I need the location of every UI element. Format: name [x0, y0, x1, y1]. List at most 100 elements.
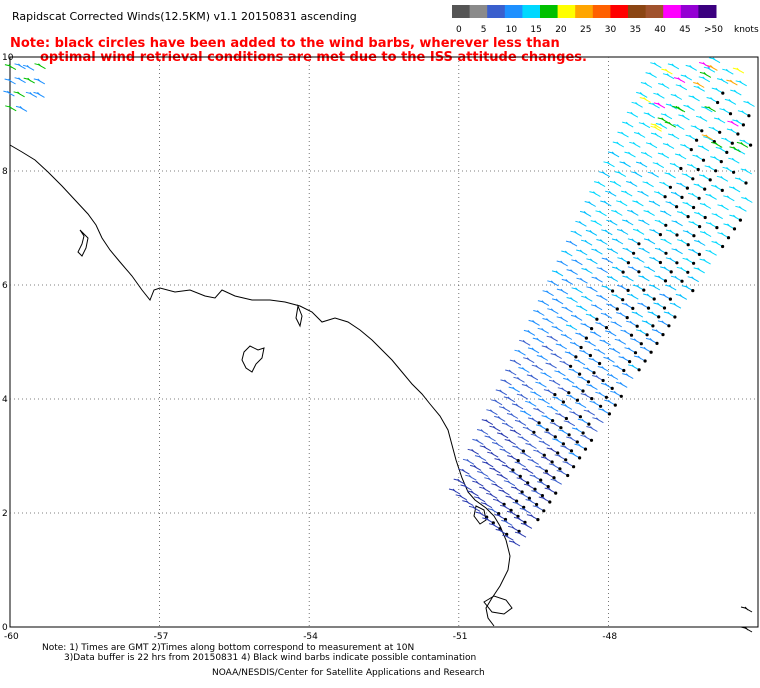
- wind-barb: [580, 323, 592, 330]
- contamination-dot: [716, 100, 720, 105]
- wind-barb: [633, 257, 645, 263]
- colorbar-swatch: [628, 5, 647, 18]
- wind-barb: [505, 495, 517, 502]
- wind-barb: [741, 197, 753, 203]
- wind-barb: [472, 480, 484, 487]
- wind-barb: [608, 347, 621, 354]
- wind-barb: [528, 319, 540, 326]
- contamination-dot: [556, 451, 560, 455]
- wind-barb: [586, 286, 598, 293]
- wind-barb: [694, 212, 706, 218]
- wind-barb: [527, 417, 540, 424]
- contamination-dot: [730, 141, 734, 145]
- wind-barb: [581, 295, 593, 302]
- wind-barb: [685, 134, 697, 141]
- contamination-dot: [726, 236, 731, 240]
- contamination-dot: [548, 500, 552, 504]
- y-axis-labels: 0 2 4 6 8 10: [2, 53, 14, 633]
- wind-barb: [704, 106, 716, 113]
- contamination-dot: [535, 502, 539, 507]
- wind-barb: [525, 400, 537, 407]
- wind-barb: [648, 102, 660, 109]
- contamination-dot: [532, 430, 536, 434]
- wind-barb: [678, 114, 690, 121]
- contamination-dot: [587, 422, 591, 426]
- contamination-dot: [584, 336, 589, 340]
- wind-barb: [554, 370, 566, 377]
- wind-barb: [735, 205, 747, 212]
- wind-barb: [740, 606, 753, 613]
- contamination-dot: [505, 532, 509, 537]
- wind-barb: [518, 492, 530, 499]
- note-line-1: Note: black circles have been added to t…: [10, 36, 560, 51]
- wind-barb: [729, 146, 741, 153]
- contamination-dot: [545, 428, 549, 432]
- wind-barb: [508, 386, 520, 393]
- wind-barb: [576, 305, 588, 312]
- wind-barb: [699, 174, 711, 181]
- wind-barb: [473, 496, 486, 503]
- contamination-dot: [542, 453, 546, 457]
- wind-barb: [659, 181, 671, 188]
- contamination-dot: [689, 148, 693, 152]
- colorbar-labels: 0 5 10 15 20 25 30 35 40 45 >50: [456, 25, 723, 35]
- wind-barb: [606, 248, 619, 255]
- colorbar-swatch: [540, 5, 559, 18]
- wind-barb: [605, 330, 617, 337]
- wind-barb: [663, 311, 676, 318]
- contamination-dot: [655, 341, 659, 345]
- wind-barb: [563, 377, 575, 384]
- contamination-dot: [604, 395, 609, 399]
- wind-barb: [550, 353, 562, 360]
- wind-barb: [638, 275, 650, 282]
- wind-barb: [622, 247, 634, 254]
- wind-barb: [671, 248, 683, 255]
- x-tick-label: -57: [154, 632, 169, 642]
- wind-barb: [557, 429, 570, 436]
- wind-barb: [661, 68, 673, 75]
- wind-barb: [560, 403, 573, 410]
- wind-barb: [632, 284, 645, 291]
- wind-barb: [660, 238, 672, 245]
- contamination-dot: [663, 195, 667, 199]
- wind-barb: [643, 238, 656, 245]
- wind-barb: [647, 311, 659, 318]
- wind-barb: [713, 117, 726, 124]
- contamination-dot: [732, 170, 736, 174]
- wind-barb: [680, 144, 692, 151]
- contamination-dot: [701, 158, 706, 162]
- wind-barb: [610, 390, 622, 397]
- wind-barb: [619, 161, 631, 168]
- wind-barb: [499, 448, 511, 455]
- wind-barb: [643, 210, 655, 217]
- wind-barb: [638, 247, 650, 254]
- wind-barb: [598, 171, 611, 178]
- wind-barb: [673, 124, 685, 130]
- contamination-dot: [632, 251, 636, 255]
- wind-barb: [653, 302, 665, 309]
- wind-barb: [590, 304, 603, 311]
- wind-barb: [650, 123, 662, 130]
- wind-barb: [517, 436, 529, 443]
- wind-barb: [687, 192, 700, 199]
- wind-barb: [580, 393, 593, 400]
- wind-barb: [570, 314, 583, 321]
- contamination-dot: [592, 371, 596, 375]
- wind-barb: [488, 523, 501, 530]
- wind-barb: [711, 241, 723, 247]
- contamination-dot: [662, 306, 667, 310]
- wind-barb: [535, 381, 547, 388]
- wind-barb: [633, 132, 646, 138]
- wind-barb: [580, 434, 592, 441]
- wind-barb: [699, 71, 712, 78]
- wind-barb: [677, 239, 689, 246]
- wind-barb: [670, 275, 683, 282]
- wind-barb: [541, 415, 553, 422]
- wind-barb: [682, 230, 695, 237]
- wind-barb: [631, 311, 644, 318]
- island-feature-2: [241, 345, 265, 373]
- wind-barb: [568, 368, 580, 375]
- wind-barb: [577, 418, 590, 425]
- wind-barb: [589, 400, 601, 407]
